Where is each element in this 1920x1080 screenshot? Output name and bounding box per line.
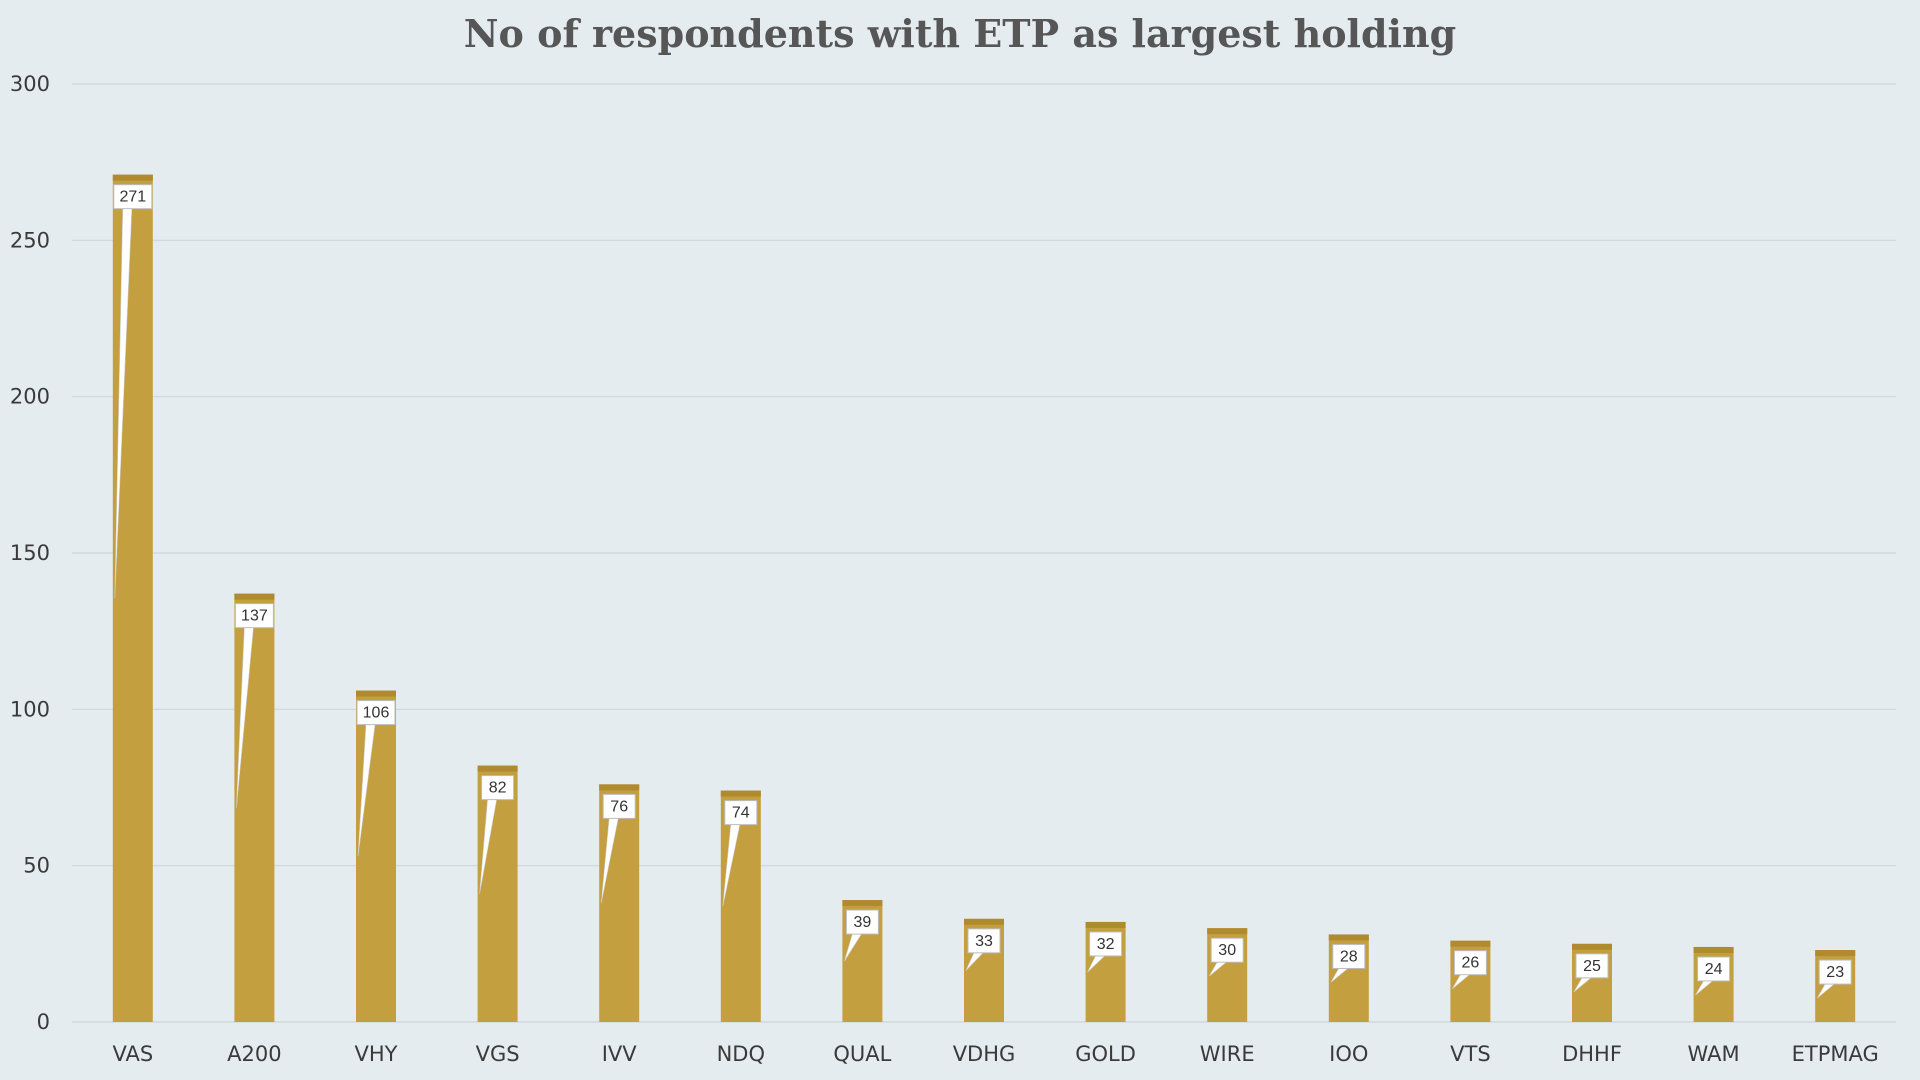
gridlines xyxy=(72,83,1896,1023)
data-label: 26 xyxy=(1462,955,1480,972)
bar xyxy=(477,765,518,1022)
x-category-label: A200 xyxy=(227,1042,281,1066)
bar xyxy=(234,593,275,1022)
data-label-box xyxy=(1697,956,1731,982)
data-label: 74 xyxy=(732,805,750,822)
bar-top-edge xyxy=(356,690,396,697)
x-category-label: VDHG xyxy=(953,1042,1016,1066)
data-label-box xyxy=(1453,950,1487,976)
bar-top-edge xyxy=(599,784,640,791)
bar-top-edge xyxy=(842,900,883,907)
data-label-box xyxy=(481,775,515,801)
data-label-box xyxy=(356,700,396,726)
bar-top-edge xyxy=(720,790,761,797)
data-label-box xyxy=(1818,959,1852,985)
data-label: 32 xyxy=(1097,936,1115,953)
data-label: 39 xyxy=(854,914,872,931)
bar xyxy=(112,174,153,1022)
bar-top-edge xyxy=(1450,940,1491,947)
y-tick-label: 100 xyxy=(10,697,50,721)
x-category-label: ETPMAG xyxy=(1792,1042,1879,1066)
x-category-label: GOLD xyxy=(1075,1042,1136,1066)
data-label: 271 xyxy=(119,189,146,206)
bar xyxy=(356,690,396,1022)
chart-title: No of respondents with ETP as largest ho… xyxy=(464,11,1456,56)
y-tick-label: 50 xyxy=(23,854,50,878)
data-label: 24 xyxy=(1705,961,1723,978)
data-label: 23 xyxy=(1826,964,1844,981)
data-label: 76 xyxy=(610,798,628,815)
data-label-box xyxy=(602,793,636,819)
data-label: 137 xyxy=(241,608,268,625)
data-label: 25 xyxy=(1583,958,1601,975)
data-label: 30 xyxy=(1218,942,1236,959)
x-category-label: VAS xyxy=(112,1042,153,1066)
bar-top-edge xyxy=(477,765,518,772)
x-category-label: IOO xyxy=(1329,1042,1368,1066)
data-label-box xyxy=(1332,943,1366,969)
data-label-box xyxy=(1089,931,1123,957)
bars xyxy=(112,174,1856,1022)
y-tick-label: 300 xyxy=(10,72,50,96)
y-tick-label: 200 xyxy=(10,385,50,409)
y-tick-label: 150 xyxy=(10,541,50,565)
x-category-label: WAM xyxy=(1688,1042,1740,1066)
bar-top-edge xyxy=(1207,928,1248,935)
bar-top-edge xyxy=(1815,950,1856,957)
bar-top-edge xyxy=(1572,943,1612,950)
data-label-box xyxy=(1575,953,1609,979)
y-tick-label: 250 xyxy=(10,228,50,252)
data-label-box xyxy=(234,603,274,629)
x-category-label: VHY xyxy=(355,1042,398,1066)
data-label: 82 xyxy=(489,780,507,797)
data-label: 33 xyxy=(975,933,993,950)
data-label-box xyxy=(967,928,1001,954)
data-label-box xyxy=(845,909,879,935)
bar-top-edge xyxy=(964,918,1004,925)
bar xyxy=(599,784,640,1022)
x-category-label: NDQ xyxy=(717,1042,765,1066)
x-category-label: WIRE xyxy=(1200,1042,1255,1066)
data-label: 28 xyxy=(1340,948,1358,965)
x-category-label: VGS xyxy=(476,1042,520,1066)
x-category-label: VTS xyxy=(1450,1042,1491,1066)
bar xyxy=(720,790,761,1022)
data-label-box xyxy=(724,800,758,826)
data-label-box xyxy=(1210,937,1244,963)
x-category-label: QUAL xyxy=(833,1042,891,1066)
bar-top-edge xyxy=(234,593,275,600)
bar-top-edge xyxy=(1328,934,1369,941)
x-category-label: IVV xyxy=(602,1042,638,1066)
data-label: 106 xyxy=(363,705,390,722)
y-tick-label: 0 xyxy=(37,1010,50,1034)
data-label-box xyxy=(113,184,153,210)
bar-top-edge xyxy=(112,174,153,181)
bar-top-edge xyxy=(1085,921,1126,928)
x-category-label: DHHF xyxy=(1562,1042,1622,1066)
y-axis-ticks: 0 50 100 150 200 250 300 xyxy=(10,72,50,1034)
bar-top-edge xyxy=(1693,946,1734,953)
data-labels: 271 137 106 82 76 74 39 33 32 30 28 26 25 24 23 xyxy=(113,184,1852,999)
x-axis-categories: VAS A200 VHY VGS IVV NDQ QUAL VDHG GOLD WIRE IOO VT… xyxy=(112,1042,1878,1066)
